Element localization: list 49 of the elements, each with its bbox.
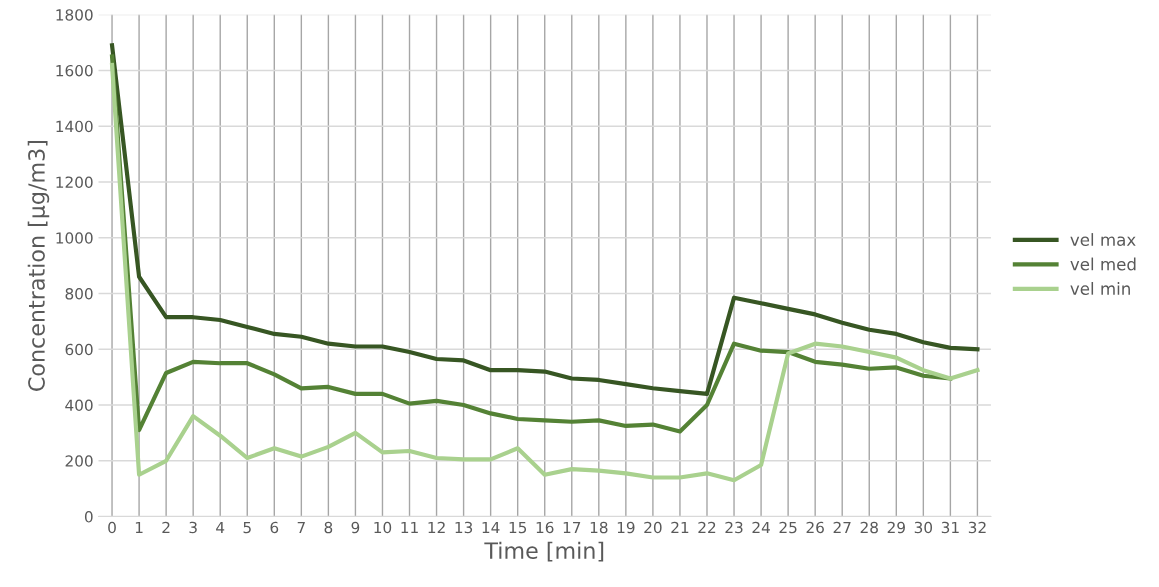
x-tick-label: 21 bbox=[671, 521, 689, 534]
legend-label: vel min bbox=[1070, 282, 1130, 295]
x-axis-title: Time [min] bbox=[484, 541, 604, 562]
x-tick-label: 11 bbox=[401, 521, 418, 534]
y-tick-label: 200 bbox=[65, 455, 93, 467]
y-axis-title: Concentration [µg/m3] bbox=[27, 140, 50, 391]
x-tick-label: 6 bbox=[270, 521, 279, 534]
legend-label: vel med bbox=[1070, 257, 1136, 271]
x-tick-label: 25 bbox=[779, 521, 797, 534]
x-tick-label: 4 bbox=[216, 521, 225, 534]
x-tick-label: 24 bbox=[752, 521, 770, 534]
x-tick-label: 5 bbox=[243, 521, 251, 534]
x-tick-label: 23 bbox=[725, 521, 743, 534]
legend-label: vel max bbox=[1070, 233, 1136, 246]
x-tick-label: 1 bbox=[135, 521, 143, 534]
x-tick-label: 18 bbox=[590, 521, 608, 534]
x-tick-label: 30 bbox=[914, 521, 933, 534]
x-tick-label: 12 bbox=[428, 521, 445, 534]
x-tick-label: 22 bbox=[698, 521, 716, 534]
line-series bbox=[109, 62, 980, 483]
x-tick-label: 19 bbox=[617, 521, 635, 534]
y-tick-label: 800 bbox=[65, 287, 93, 300]
x-tick-label: 15 bbox=[509, 521, 527, 534]
x-tick-label: 13 bbox=[455, 521, 473, 534]
x-tick-label: 8 bbox=[324, 521, 333, 534]
x-tick-label: 7 bbox=[297, 521, 305, 534]
y-tick-label: 1000 bbox=[56, 232, 93, 244]
x-tick-label: 10 bbox=[374, 521, 392, 534]
y-tick-label: 0 bbox=[84, 511, 93, 523]
x-tick-label: 32 bbox=[968, 521, 986, 534]
x-tick-label: 9 bbox=[351, 521, 360, 534]
x-tick-label: 27 bbox=[833, 521, 851, 534]
y-tick-label: 1200 bbox=[56, 176, 93, 188]
x-tick-label: 16 bbox=[536, 521, 554, 534]
y-tick-label: 1600 bbox=[56, 64, 93, 77]
x-tick-label: 28 bbox=[860, 521, 878, 534]
x-tick-label: 20 bbox=[644, 521, 662, 534]
x-tick-label: 31 bbox=[941, 521, 959, 534]
y-tick-label: 1400 bbox=[56, 120, 93, 133]
x-tick-label: 26 bbox=[806, 521, 824, 534]
x-tick-label: 17 bbox=[563, 521, 581, 534]
y-tick-label: 1800 bbox=[56, 9, 93, 21]
x-tick-label: 0 bbox=[108, 521, 116, 534]
y-tick-label: 400 bbox=[65, 399, 93, 412]
x-tick-label: 3 bbox=[189, 521, 197, 534]
x-tick-label: 2 bbox=[162, 521, 170, 534]
y-tick-label: 600 bbox=[65, 343, 93, 356]
x-tick-label: 14 bbox=[482, 521, 500, 534]
x-tick-label: 29 bbox=[887, 521, 905, 534]
